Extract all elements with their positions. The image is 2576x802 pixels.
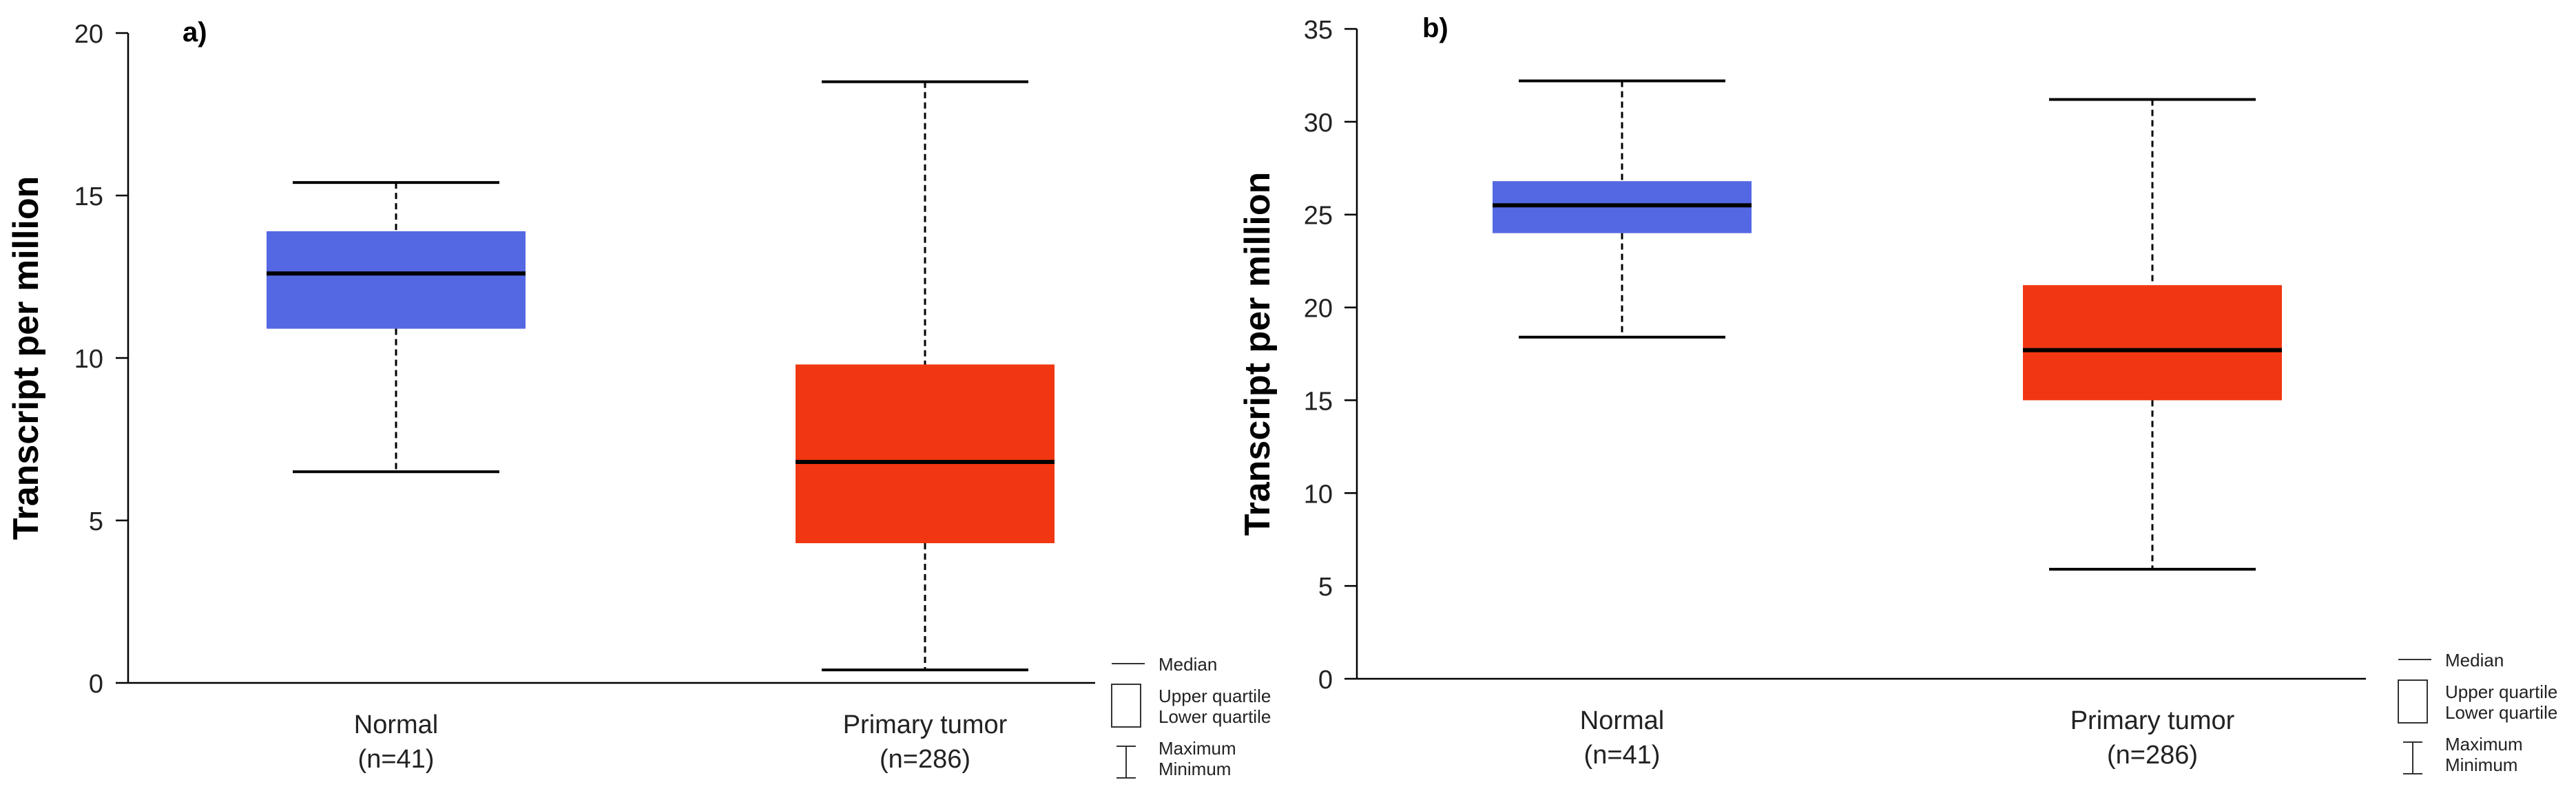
y-tick-label: 15 (74, 182, 103, 211)
box-iqr (2023, 285, 2282, 401)
legend-maximum: Maximum (1159, 738, 1236, 759)
legend-lower-quartile: Lower quartile (2445, 702, 2557, 723)
y-axis-label: Transcript per million (1238, 172, 1278, 536)
category-n-label: (n=286) (880, 745, 970, 774)
y-tick-label: 0 (1318, 666, 1333, 695)
legend-upper-quartile: Upper quartile (1159, 686, 1271, 706)
legend-box-icon (2398, 679, 2428, 724)
category-label: Normal (1580, 706, 1664, 735)
y-tick-label: 5 (89, 507, 103, 536)
y-tick-label: 10 (1304, 480, 1333, 509)
y-tick-label: 0 (89, 670, 103, 699)
panel-label: b) (1422, 13, 1448, 43)
box-primary-tumor (796, 80, 1055, 672)
box-primary-tumor (2023, 98, 2282, 571)
y-tick-label: 5 (1318, 573, 1333, 602)
legend-upper-quartile: Upper quartile (2445, 682, 2557, 702)
category-label: Primary tumor (843, 710, 1008, 739)
category-n-label: (n=41) (1584, 741, 1661, 770)
chart-panel-a: 0 5 10 15 20 Transcript per million a) Normal (n… (6, 17, 1271, 779)
category-label: Normal (354, 710, 438, 739)
category-label: Primary tumor (2070, 706, 2235, 735)
box-normal (267, 181, 526, 474)
y-tick-label: 10 (74, 345, 103, 374)
y-tick-label: 30 (1304, 109, 1333, 138)
y-tick-label: 35 (1304, 16, 1333, 45)
legend-box-icon (1111, 684, 1141, 728)
legend-minimum: Minimum (1159, 759, 1231, 779)
legend-maximum: Maximum (2445, 734, 2523, 754)
box-iqr (796, 364, 1055, 544)
legend-median: Median (1159, 654, 1217, 675)
box-iqr (267, 231, 526, 329)
y-tick-label: 15 (1304, 387, 1333, 416)
box-normal (1493, 79, 1752, 339)
category-n-label: (n=286) (2107, 741, 2198, 770)
legend-median: Median (2445, 650, 2504, 671)
y-tick-label: 20 (74, 20, 103, 49)
panel-label: a) (183, 17, 207, 48)
legend-minimum: Minimum (2445, 754, 2517, 775)
category-n-label: (n=41) (358, 745, 435, 774)
legend-lower-quartile: Lower quartile (1159, 706, 1271, 727)
y-tick-label: 25 (1304, 202, 1333, 231)
y-axis-label: Transcript per million (6, 176, 46, 540)
chart-panel-b: 0 5 10 15 20 25 30 35 Transcript per million b) No… (1238, 13, 2557, 775)
y-tick-label: 20 (1304, 295, 1333, 324)
